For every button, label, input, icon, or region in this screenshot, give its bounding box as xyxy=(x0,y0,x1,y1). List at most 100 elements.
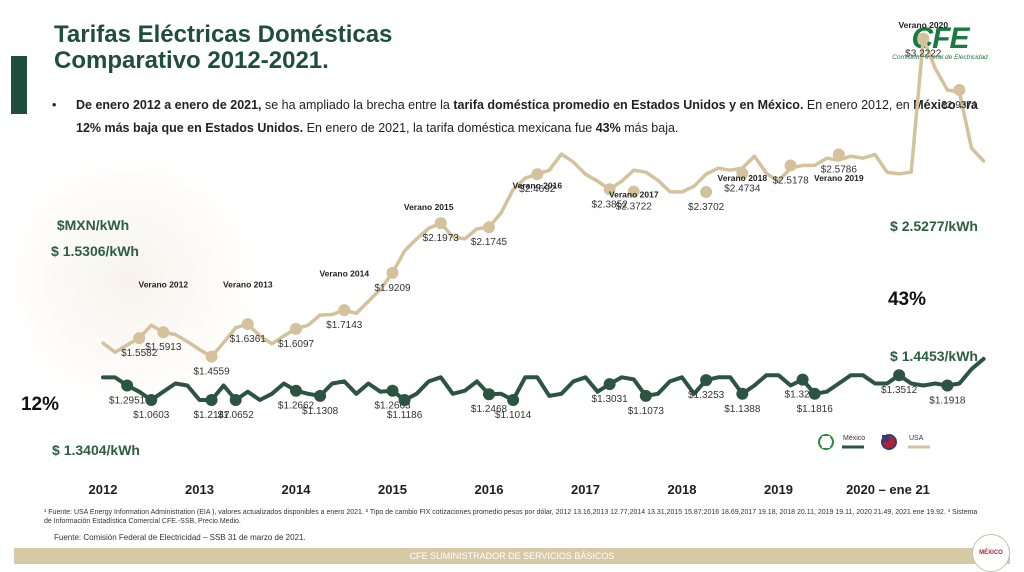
usa-point-marker xyxy=(157,326,170,339)
footnote: ¹ Fuente: USA Energy Information Adminis… xyxy=(44,509,978,525)
usa-point-marker xyxy=(832,148,845,161)
usa-value-label: $3.2222 xyxy=(905,49,942,60)
usa-point-marker xyxy=(205,350,218,363)
mexico-value-label: $1.1388 xyxy=(724,404,761,415)
usa-flag-canton xyxy=(882,435,889,442)
mexico-value-label: $1.3031 xyxy=(592,394,629,405)
summary-segment: tarifa doméstica promedio en Estados Uni… xyxy=(453,98,804,112)
summer-annotation: Verano 2019 xyxy=(814,173,864,183)
mexico-value-label: $1.1014 xyxy=(495,410,532,421)
source-note: Fuente: Comisión Federal de Electricidad… xyxy=(54,533,306,542)
x-tick-label: 2014 xyxy=(282,482,312,497)
legend-mexico-label: México xyxy=(843,435,865,442)
summer-annotation: Verano 2020 xyxy=(898,20,948,30)
mexico-value-label: $1.2147 xyxy=(193,410,230,421)
mexico-point-marker xyxy=(314,389,327,402)
usa-series-line xyxy=(101,36,986,359)
usa-value-label: $2.5178 xyxy=(772,175,809,186)
summary-segment: se ha ampliado la brecha entre la xyxy=(261,98,454,112)
mexico-point-marker xyxy=(941,379,954,392)
summer-annotation: Verano 2014 xyxy=(319,269,369,279)
usa-value-label: $2.5786 xyxy=(821,164,858,175)
x-tick-label: 2016 xyxy=(475,482,504,497)
summary-segment: De enero 2012 a enero de 2021, xyxy=(76,98,262,112)
usa-value-label: $2.1973 xyxy=(423,233,460,244)
mexico-point-marker xyxy=(507,394,520,406)
mexico-point-marker xyxy=(796,373,809,386)
usa-point-marker xyxy=(627,185,640,198)
usa-value-label: $2.1745 xyxy=(471,237,508,248)
mexico-point-marker xyxy=(290,384,302,397)
usa-point-marker xyxy=(736,167,749,180)
mexico-point-marker xyxy=(483,388,495,401)
mexico-value-label: $1.3512 xyxy=(881,385,918,396)
mexico-seal-logo: MÉXICO xyxy=(972,534,1010,572)
x-tick-label: 2019 xyxy=(764,482,793,497)
background-emblem-watermark xyxy=(0,150,260,410)
summary-segment: 43% xyxy=(595,121,621,135)
summer-annotation: Verano 2016 xyxy=(512,180,562,190)
summary-segment: En enero de 2021, la tarifa doméstica me… xyxy=(303,121,596,135)
mexico-value-label: $1.1308 xyxy=(302,406,339,417)
summer-annotation: Verano 2012 xyxy=(139,279,189,289)
mexico-start-value: $ 1.3404/kWh xyxy=(52,442,140,458)
x-tick-label: 2018 xyxy=(668,482,697,497)
usa-point-marker xyxy=(338,304,351,317)
mexico-value-label: $1.0652 xyxy=(218,410,255,421)
slide-title: Tarifas Eléctricas Domésticas Comparativ… xyxy=(54,22,392,74)
usa-end-value: $ 2.5277/kWh xyxy=(890,218,978,234)
mexico-point-marker xyxy=(893,369,906,382)
usa-point-marker xyxy=(531,168,544,181)
gap-label-end: 43% xyxy=(888,289,926,310)
summary-segment: más baja. xyxy=(620,121,679,135)
mexico-point-marker xyxy=(736,387,749,400)
usa-value-label: $2.4734 xyxy=(724,183,761,194)
mexico-point-marker xyxy=(639,389,652,402)
mexico-value-label: $1.2951 xyxy=(109,396,146,407)
seal-text: MÉXICO xyxy=(979,550,1003,556)
title-accent-bar xyxy=(11,56,27,114)
usa-start-value: $ 1.5306/kWh xyxy=(51,243,139,259)
usa-point-marker xyxy=(434,217,447,230)
mexico-value-label: $1.0603 xyxy=(133,410,170,421)
legend-usa-label: USA xyxy=(909,435,924,442)
summer-annotation: Verano 2017 xyxy=(609,189,659,199)
usa-value-label: $1.5582 xyxy=(121,348,158,359)
mexico-flag-center xyxy=(822,436,830,448)
usa-value-label: $2.3702 xyxy=(688,202,725,213)
cfe-logo-subtitle: Comisión Federal de Electricidad xyxy=(892,54,988,61)
mexico-point-marker xyxy=(700,374,713,387)
mexico-point-marker xyxy=(145,394,158,406)
usa-point-marker xyxy=(953,83,966,96)
mexico-point-marker xyxy=(398,394,411,406)
mexico-value-label: $1.1073 xyxy=(628,406,665,417)
usa-value-label: $1.6097 xyxy=(278,339,315,350)
mexico-series-line xyxy=(101,356,986,402)
x-tick-label: 2015 xyxy=(378,482,407,497)
usa-value-label: $1.4559 xyxy=(193,367,230,378)
title-line-1: Tarifas Eléctricas Domésticas xyxy=(54,21,393,48)
mexico-end-value: $ 1.4453/kWh xyxy=(890,348,978,364)
mexico-point-marker xyxy=(205,394,218,406)
unit-label: $MXN/kWh xyxy=(57,217,129,233)
usa-point-marker xyxy=(917,32,930,45)
usa-point-marker xyxy=(483,221,495,234)
usa-value-label: $2.9371 xyxy=(941,100,978,111)
mexico-point-marker xyxy=(386,384,399,397)
usa-point-marker xyxy=(241,318,254,331)
usa-value-label: $1.7143 xyxy=(326,320,363,331)
usa-value-label: $2.4692 xyxy=(519,184,556,195)
usa-value-label: $1.9209 xyxy=(374,283,411,294)
usa-value-label: $1.6361 xyxy=(230,334,267,345)
mexico-point-marker xyxy=(808,387,821,400)
mexico-point-marker xyxy=(603,378,616,391)
x-tick-label: 2017 xyxy=(571,482,600,497)
summary-segment: En enero 2012, en xyxy=(803,98,914,112)
mexico-value-label: $1.2468 xyxy=(471,404,508,415)
mexico-point-marker xyxy=(121,379,134,392)
x-tick-label: 2012 xyxy=(89,482,118,497)
summer-annotation: Verano 2013 xyxy=(223,279,273,289)
usa-point-marker xyxy=(603,183,616,196)
